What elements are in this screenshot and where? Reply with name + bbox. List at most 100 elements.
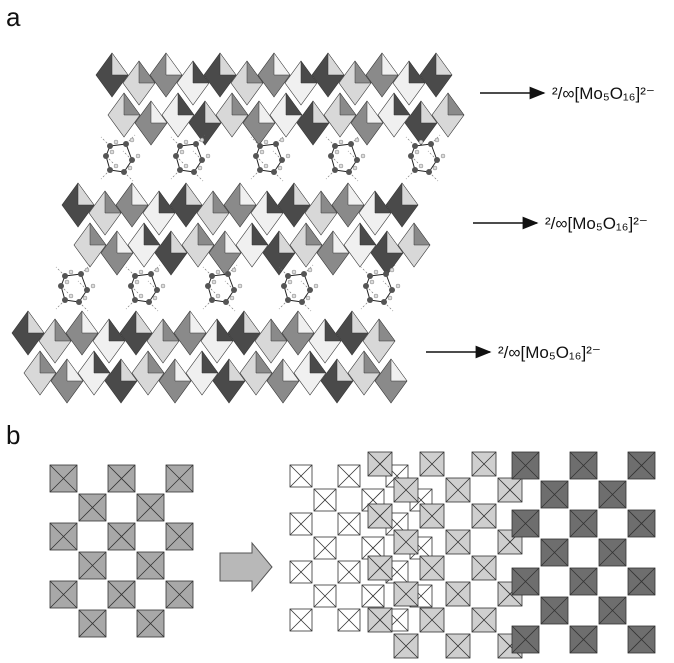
- octahedron-face: [244, 311, 260, 333]
- h-atom: [128, 166, 132, 170]
- h-atom: [232, 268, 236, 272]
- h-atom: [306, 296, 310, 300]
- h-atom: [110, 150, 114, 154]
- h-atom: [292, 294, 296, 298]
- annotation: ²/∞[Mo₅O₁₆]²⁻: [498, 343, 601, 362]
- panel-label: b: [6, 420, 20, 450]
- h-atom: [374, 294, 378, 298]
- atom: [271, 169, 277, 175]
- atom: [408, 153, 414, 159]
- atom: [328, 153, 334, 159]
- atom: [383, 271, 389, 277]
- panel-label: a: [6, 2, 21, 32]
- octahedron-face: [352, 311, 368, 333]
- atom: [209, 297, 215, 303]
- atom: [354, 157, 360, 163]
- h-atom: [415, 150, 419, 154]
- atom: [173, 153, 179, 159]
- octahedron-face: [402, 183, 418, 205]
- h-atom: [433, 166, 437, 170]
- atom: [62, 297, 68, 303]
- atom: [332, 143, 338, 149]
- atom: [367, 273, 373, 279]
- atom: [154, 287, 160, 293]
- h-atom: [355, 138, 359, 142]
- octahedron-face: [448, 93, 464, 115]
- h-atom: [308, 268, 312, 272]
- h-atom: [353, 166, 357, 170]
- octahedron-face: [78, 183, 94, 205]
- h-atom: [390, 268, 394, 272]
- h-atom: [370, 280, 374, 284]
- figure: a b ²/∞[Mo₅O₁₆]²⁻ ²/∞[Mo₅O₁₆]²⁻ ²/∞[Mo₅O…: [0, 0, 674, 663]
- octahedron-face: [391, 359, 407, 381]
- octahedron-face: [186, 183, 202, 205]
- atom: [257, 167, 263, 173]
- h-atom: [292, 270, 296, 274]
- octahedron-face: [379, 319, 395, 341]
- octahedron-face: [414, 223, 430, 245]
- h-atom: [216, 294, 220, 298]
- atom: [58, 283, 64, 289]
- octahedron-face: [112, 53, 128, 75]
- h-atom: [419, 140, 423, 144]
- h-atom: [184, 140, 188, 144]
- atom: [62, 273, 68, 279]
- h-atom: [139, 294, 143, 298]
- atom: [107, 143, 113, 149]
- h-atom: [286, 154, 290, 158]
- h-atom: [396, 284, 400, 288]
- h-atom: [155, 268, 159, 272]
- atom: [299, 299, 305, 305]
- h-atom: [264, 164, 268, 168]
- h-atom: [135, 280, 139, 284]
- atom: [132, 273, 138, 279]
- h-atom: [139, 270, 143, 274]
- atom: [257, 143, 263, 149]
- atom: [412, 143, 418, 149]
- atom: [199, 157, 205, 163]
- panel-a: [12, 53, 464, 403]
- h-atom: [69, 294, 73, 298]
- atom: [381, 299, 387, 305]
- h-atom: [91, 284, 95, 288]
- h-atom: [114, 164, 118, 168]
- octahedron-face: [132, 183, 148, 205]
- atom: [191, 169, 197, 175]
- octahedron-face: [190, 311, 206, 333]
- h-atom: [335, 150, 339, 154]
- h-atom: [288, 280, 292, 284]
- h-atom: [114, 140, 118, 144]
- atom: [273, 141, 279, 147]
- atom: [412, 167, 418, 173]
- h-atom: [212, 280, 216, 284]
- atom: [363, 283, 369, 289]
- atom: [279, 157, 285, 163]
- atom: [148, 271, 154, 277]
- octahedron-face: [166, 53, 182, 75]
- octahedron-face: [436, 53, 452, 75]
- atom: [76, 299, 82, 305]
- octahedron-face: [294, 183, 310, 205]
- atom: [346, 169, 352, 175]
- annotation: ²/∞[Mo₅O₁₆]²⁻: [545, 214, 648, 233]
- h-atom: [69, 270, 73, 274]
- atom: [332, 167, 338, 173]
- atom: [146, 299, 152, 305]
- h-atom: [85, 268, 89, 272]
- octahedron-face: [82, 311, 98, 333]
- h-atom: [339, 140, 343, 144]
- atom: [307, 287, 313, 293]
- atom: [348, 141, 354, 147]
- atom: [285, 297, 291, 303]
- atom: [225, 271, 231, 277]
- atom: [285, 273, 291, 279]
- atom: [209, 273, 215, 279]
- h-atom: [153, 296, 157, 300]
- h-atom: [435, 138, 439, 142]
- h-atom: [361, 154, 365, 158]
- atom: [78, 271, 84, 277]
- atom: [389, 287, 395, 293]
- octahedron-face: [220, 53, 236, 75]
- h-atom: [278, 166, 282, 170]
